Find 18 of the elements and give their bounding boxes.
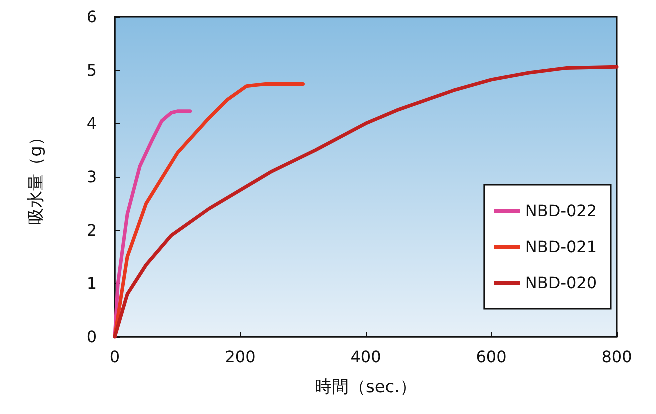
- x-axis-title: 時間（sec.）: [314, 378, 418, 398]
- line-series: [113, 82, 305, 339]
- x-tick-label: 0: [110, 348, 120, 366]
- legend-label: NBD-022: [525, 202, 597, 220]
- y-tick-label: 3: [86, 168, 97, 186]
- legend-label: NBD-021: [525, 238, 597, 256]
- y-axis-title: 吸水量（g）: [26, 129, 46, 225]
- y-tick-label: 6: [86, 8, 97, 26]
- y-tick-label: 4: [86, 114, 97, 134]
- y-tick-label: 1: [86, 274, 97, 294]
- legend-label: NBD-020: [525, 274, 597, 292]
- x-tick-label: 400: [350, 348, 382, 366]
- x-tick-label: 800: [602, 348, 632, 366]
- x-tick-label: 200: [225, 348, 256, 366]
- x-tick-label: 600: [476, 348, 507, 366]
- y-tick-label: 0: [86, 328, 97, 346]
- y-tick-label: 5: [86, 60, 97, 80]
- y-tick-label: 2: [86, 220, 97, 240]
